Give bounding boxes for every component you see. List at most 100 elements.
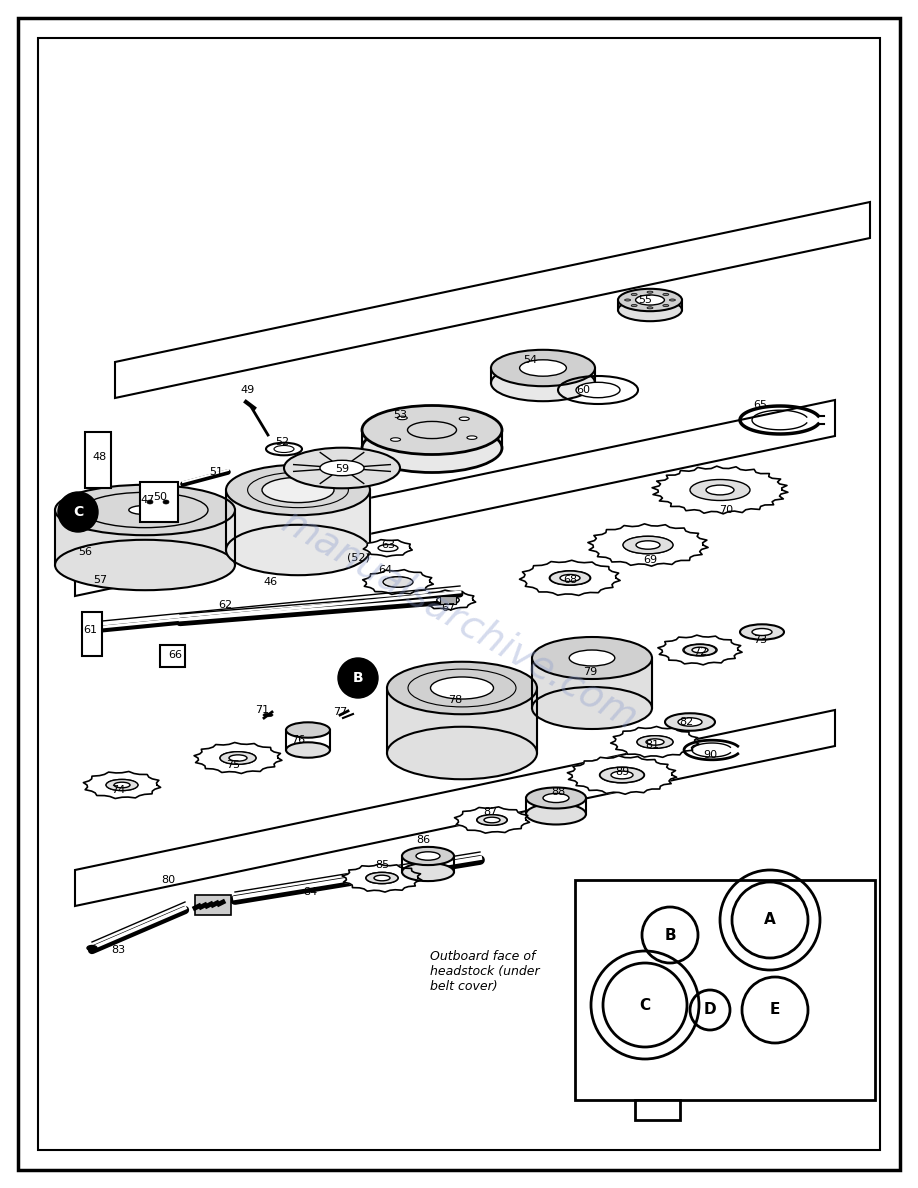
- Text: 57: 57: [93, 575, 107, 584]
- Polygon shape: [567, 756, 677, 795]
- Polygon shape: [342, 864, 422, 892]
- Ellipse shape: [600, 767, 644, 783]
- Ellipse shape: [623, 536, 673, 554]
- Ellipse shape: [526, 788, 586, 809]
- Ellipse shape: [362, 423, 502, 473]
- Text: 77: 77: [333, 707, 347, 718]
- Polygon shape: [588, 524, 708, 567]
- Bar: [140, 482, 178, 522]
- Ellipse shape: [618, 299, 682, 321]
- Ellipse shape: [491, 365, 595, 402]
- Text: 90: 90: [703, 750, 717, 760]
- Ellipse shape: [569, 650, 615, 666]
- Ellipse shape: [646, 739, 664, 745]
- Text: (52): (52): [347, 552, 369, 563]
- Ellipse shape: [106, 779, 138, 790]
- Polygon shape: [420, 590, 476, 609]
- Ellipse shape: [402, 862, 454, 881]
- Polygon shape: [658, 636, 742, 665]
- Text: 69: 69: [643, 555, 657, 565]
- Ellipse shape: [378, 544, 397, 551]
- Ellipse shape: [129, 505, 162, 514]
- Text: 78: 78: [448, 695, 462, 704]
- Ellipse shape: [374, 876, 390, 880]
- Ellipse shape: [263, 713, 273, 716]
- Polygon shape: [226, 489, 370, 550]
- Ellipse shape: [632, 304, 637, 307]
- Ellipse shape: [459, 417, 469, 421]
- Ellipse shape: [384, 577, 412, 587]
- Text: 53: 53: [393, 410, 407, 421]
- Text: 62: 62: [218, 600, 232, 609]
- Ellipse shape: [262, 478, 334, 503]
- Ellipse shape: [599, 767, 644, 783]
- Text: 79: 79: [583, 666, 597, 677]
- Text: 87: 87: [483, 807, 498, 817]
- Ellipse shape: [635, 295, 665, 305]
- Text: 85: 85: [375, 860, 389, 870]
- Polygon shape: [610, 727, 699, 757]
- Polygon shape: [75, 710, 835, 906]
- Ellipse shape: [665, 713, 715, 731]
- Ellipse shape: [220, 752, 256, 764]
- Text: 86: 86: [416, 835, 430, 845]
- Text: B: B: [665, 928, 676, 942]
- Ellipse shape: [663, 304, 669, 307]
- Ellipse shape: [476, 815, 508, 826]
- Ellipse shape: [55, 485, 235, 536]
- Text: 61: 61: [83, 625, 97, 636]
- Text: C: C: [73, 505, 84, 519]
- Ellipse shape: [220, 752, 256, 764]
- Text: 48: 48: [93, 451, 107, 462]
- Ellipse shape: [549, 570, 590, 586]
- Ellipse shape: [684, 644, 716, 656]
- Polygon shape: [115, 202, 870, 398]
- Polygon shape: [75, 400, 835, 596]
- Polygon shape: [491, 368, 595, 383]
- Polygon shape: [532, 658, 652, 708]
- Circle shape: [338, 658, 378, 699]
- Text: 82: 82: [679, 718, 693, 727]
- Ellipse shape: [636, 541, 660, 549]
- Ellipse shape: [618, 289, 682, 311]
- Ellipse shape: [683, 644, 717, 656]
- Text: 68: 68: [563, 575, 577, 584]
- Polygon shape: [362, 430, 502, 448]
- Ellipse shape: [623, 536, 673, 554]
- Ellipse shape: [320, 460, 364, 475]
- Text: 73: 73: [753, 636, 767, 645]
- Ellipse shape: [663, 293, 669, 296]
- Text: 74: 74: [111, 785, 125, 795]
- Ellipse shape: [647, 291, 653, 293]
- Text: 75: 75: [226, 760, 241, 770]
- Ellipse shape: [226, 465, 370, 516]
- Text: 72: 72: [693, 647, 707, 657]
- Ellipse shape: [467, 436, 477, 440]
- Ellipse shape: [362, 405, 502, 455]
- Polygon shape: [520, 561, 620, 595]
- Text: 66: 66: [168, 650, 182, 661]
- Text: 50: 50: [153, 492, 167, 503]
- Text: 63: 63: [381, 541, 395, 550]
- Bar: [575, 880, 875, 1100]
- Text: 60: 60: [576, 385, 590, 394]
- Ellipse shape: [87, 946, 97, 950]
- Ellipse shape: [692, 480, 748, 500]
- Ellipse shape: [147, 500, 153, 504]
- Bar: [160, 645, 185, 666]
- Ellipse shape: [365, 872, 398, 884]
- Text: 54: 54: [523, 355, 537, 365]
- Ellipse shape: [229, 754, 247, 762]
- Ellipse shape: [114, 782, 130, 788]
- Ellipse shape: [106, 779, 138, 790]
- Text: 71: 71: [255, 704, 269, 715]
- Ellipse shape: [484, 817, 500, 823]
- Ellipse shape: [491, 349, 595, 386]
- Ellipse shape: [477, 815, 507, 826]
- Ellipse shape: [678, 718, 702, 726]
- Ellipse shape: [632, 293, 637, 296]
- Ellipse shape: [55, 539, 235, 590]
- Ellipse shape: [560, 575, 580, 581]
- Text: E: E: [770, 1003, 780, 1017]
- Ellipse shape: [690, 480, 750, 500]
